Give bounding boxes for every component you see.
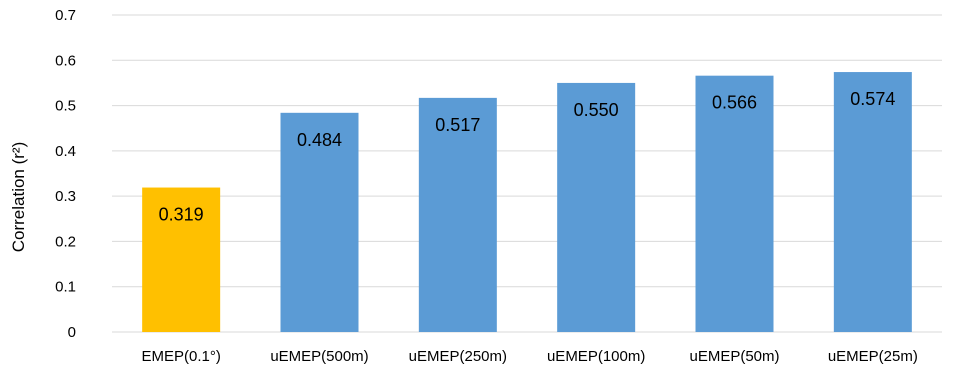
bars [142, 72, 912, 333]
bar-value-label: 0.574 [850, 89, 895, 109]
y-tick-label: 0.4 [55, 143, 76, 160]
bar [280, 112, 359, 333]
y-tick-label: 0.3 [55, 188, 76, 205]
y-tick-label: 0.1 [55, 279, 76, 296]
bar-value-label: 0.484 [297, 130, 342, 150]
bar [418, 97, 497, 332]
y-axis-title: Correlation (r²) [9, 142, 28, 253]
bar [833, 72, 912, 332]
bar [142, 187, 221, 332]
x-category-label: uEMEP(500m) [270, 348, 368, 365]
x-axis-categories: EMEP(0.1°) uEMEP(500m) uEMEP(250m) uEMEP(10… [141, 348, 917, 365]
gridlines [112, 14, 942, 333]
y-axis-ticks: 0 0.1 0.2 0.3 0.4 0.5 0.6 0.7 [55, 7, 76, 341]
bar [695, 75, 774, 332]
bar [557, 82, 636, 332]
bar-value-label: 0.319 [159, 205, 204, 225]
y-tick-label: 0.7 [55, 7, 76, 24]
y-tick-label: 0.5 [55, 98, 76, 115]
x-category-label: uEMEP(50m) [689, 348, 779, 365]
x-category-label: uEMEP(25m) [828, 348, 918, 365]
y-tick-label: 0 [68, 324, 76, 341]
y-tick-label: 0.6 [55, 52, 76, 69]
y-tick-label: 0.2 [55, 233, 76, 250]
bar-value-label: 0.517 [435, 115, 480, 135]
bar-value-label: 0.550 [574, 100, 619, 120]
bar-value-label: 0.566 [712, 93, 757, 113]
x-category-label: EMEP(0.1°) [141, 348, 220, 365]
data-labels: 0.319 0.484 0.517 0.550 0.566 0.574 [159, 89, 896, 224]
x-category-label: uEMEP(250m) [409, 348, 507, 365]
x-category-label: uEMEP(100m) [547, 348, 645, 365]
